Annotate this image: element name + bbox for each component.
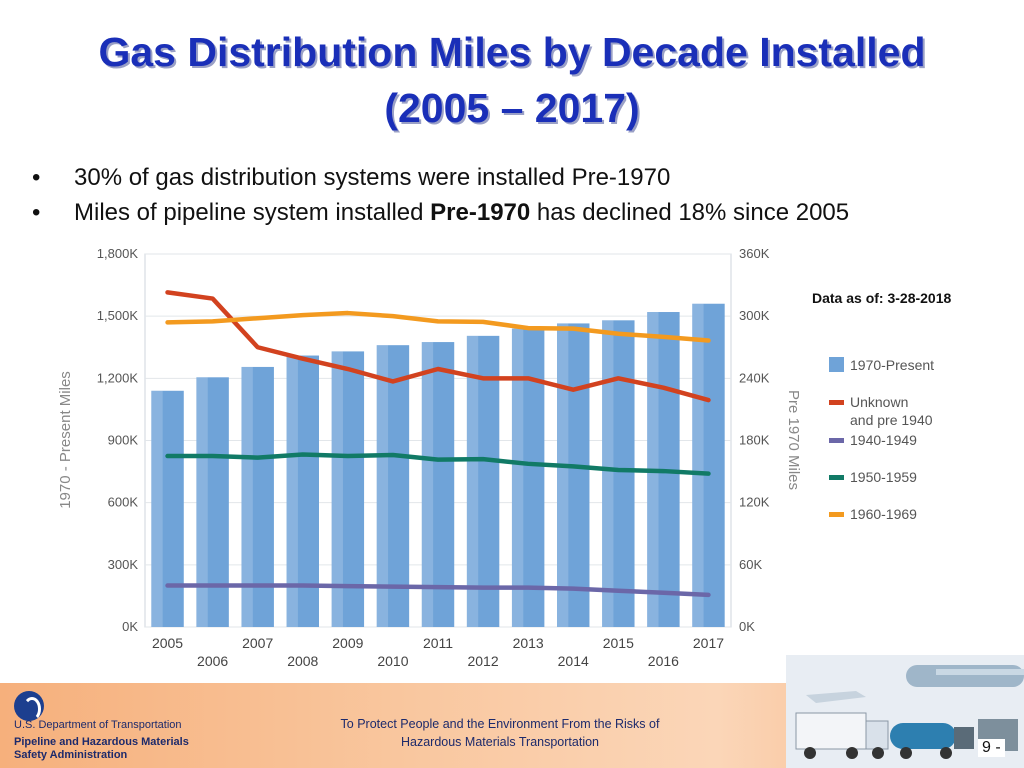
series-line [165, 310, 711, 343]
bar-highlight [421, 342, 434, 627]
legend-label: 1970-Present [850, 357, 934, 373]
legend-label: Unknown [850, 394, 908, 410]
y2-axis-title: Pre 1970 Miles [785, 390, 802, 490]
dept-name: U.S. Department of Transportation [14, 719, 182, 731]
bar-highlight [241, 366, 253, 627]
legend-label: 1960-1969 [850, 506, 917, 522]
bar-highlight [602, 320, 614, 627]
footer-banner: U.S. Department of Transportation Pipeli… [0, 655, 1024, 768]
bullet-text-pre: Miles of pipeline system installed [74, 199, 431, 226]
title-line-2: (2005 – 2017) [384, 85, 640, 131]
bar-highlight [557, 323, 569, 627]
bar [466, 335, 500, 627]
legend-label: 1940-1949 [850, 432, 917, 448]
bar-highlight [151, 390, 163, 627]
series-line [165, 290, 711, 403]
legend-swatch [829, 475, 844, 480]
bar [331, 351, 365, 627]
x-tick-label: 2014 [558, 653, 589, 669]
y2-tick-label: 300K [739, 308, 770, 323]
y2-tick-label: 0K [739, 619, 755, 634]
agency-line-2: Safety Administration [14, 749, 128, 761]
x-tick-label: 2011 [423, 635, 453, 651]
x-tick-label: 2015 [603, 635, 634, 651]
y-axis-title: 1970 - Present Miles [57, 371, 74, 509]
x-tick-label: 2017 [693, 635, 724, 651]
transport-vehicles-icon [786, 655, 1024, 768]
legend-swatch [829, 400, 844, 405]
y2-tick-label: 120K [739, 495, 770, 510]
dot-logo-icon [14, 691, 44, 721]
slogan-line-2: Hazardous Materials Transportation [400, 735, 599, 749]
x-tick-label: 2008 [287, 653, 318, 669]
y-tick-label: 0K [122, 619, 138, 634]
x-tick-label: 2013 [513, 635, 544, 651]
bar [692, 303, 725, 627]
bar-highlight [511, 328, 524, 627]
y-tick-label: 900K [108, 433, 139, 448]
legend-label: and pre 1940 [850, 412, 933, 428]
series-line [165, 452, 711, 476]
y-tick-label: 1,200K [97, 370, 139, 385]
y-tick-label: 600K [108, 495, 139, 510]
bullet-text-post: has declined 18% since 2005 [530, 199, 850, 226]
y2-tick-label: 360K [739, 246, 770, 261]
bar [421, 342, 455, 627]
legend-label: 1950-1959 [850, 469, 917, 485]
page-number: 9 - [978, 739, 1005, 757]
bar [602, 320, 635, 627]
bar-highlight [286, 355, 298, 627]
bar-highlight [692, 303, 704, 627]
y-tick-label: 300K [108, 557, 139, 572]
title-line-1: Gas Distribution Miles by Decade Install… [98, 29, 926, 75]
y2-tick-label: 240K [739, 370, 770, 385]
x-tick-label: 2016 [648, 653, 679, 669]
bullet-item: • 30% of gas distribution systems were in… [32, 160, 849, 195]
bullet-list: • 30% of gas distribution systems were in… [32, 160, 849, 230]
data-as-of-note: Data as of: 3-28-2018 [812, 290, 952, 306]
bullet-dot: • [32, 199, 41, 226]
y-tick-label: 1,800K [97, 246, 139, 261]
x-tick-label: 2010 [377, 653, 408, 669]
bar-highlight [376, 345, 389, 627]
y2-tick-label: 180K [739, 433, 770, 448]
bar [557, 323, 590, 627]
bullet-dot: • [32, 164, 41, 191]
bullet-text-bold: Pre-1970 [430, 199, 531, 226]
slogan-line-1: To Protect People and the Environment Fr… [340, 717, 660, 731]
bar [376, 345, 410, 627]
x-tick-label: 2005 [152, 635, 183, 651]
bar-highlight [331, 351, 343, 627]
y2-tick-label: 60K [739, 557, 762, 572]
bar-highlight [466, 335, 479, 627]
x-tick-label: 2007 [242, 635, 273, 651]
bar [286, 355, 319, 627]
x-tick-label: 2009 [332, 635, 363, 651]
footer-slogan: To Protect People and the Environment Fr… [300, 715, 700, 751]
legend-swatch [829, 438, 844, 443]
agency-line-1: Pipeline and Hazardous Materials [14, 736, 189, 748]
series-line [165, 583, 711, 598]
bullet-text: 30% of gas distribution systems were ins… [74, 164, 671, 191]
legend-swatch [829, 357, 844, 372]
slide-title: Gas Distribution Miles by Decade Install… [0, 24, 1024, 136]
bullet-item: • Miles of pipeline system installed Pre-… [32, 195, 849, 230]
legend-swatch [829, 512, 844, 517]
x-tick-label: 2012 [467, 653, 498, 669]
bar-highlight [196, 377, 208, 627]
y-tick-label: 1,500K [97, 308, 139, 323]
decade-chart: 0K 0K 300K 60K 600K 120K 900K 180K 1,200K 240K 1,5… [57, 246, 934, 669]
x-tick-label: 2006 [197, 653, 228, 669]
